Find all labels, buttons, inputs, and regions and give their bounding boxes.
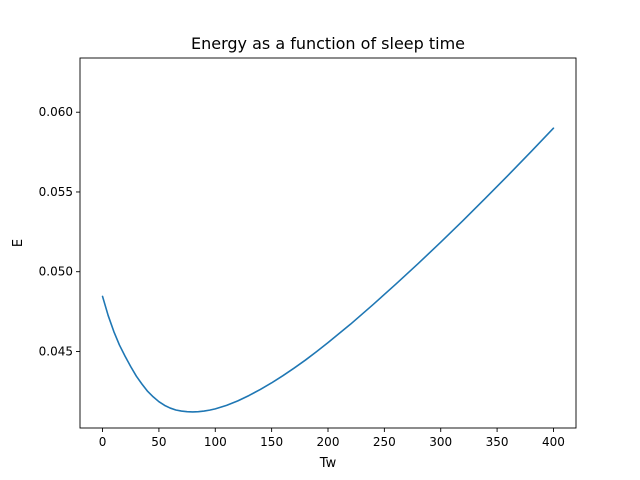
x-axis-ticks: 0 50 100 150 200 250 300 350 400: [99, 428, 565, 449]
y-tick-label: 0.050: [39, 265, 73, 279]
series-layer: [101, 127, 555, 413]
chart-title: Energy as a function of sleep time: [191, 34, 465, 53]
series-line-0: [101, 127, 555, 413]
y-tick-label: 0.045: [39, 344, 73, 358]
x-tick-label: 300: [429, 435, 452, 449]
x-tick-label: 50: [151, 435, 166, 449]
y-tick-label: 0.055: [39, 185, 73, 199]
y-axis-ticks: 0.045 0.050 0.055 0.060: [39, 105, 80, 358]
x-tick-label: 350: [486, 435, 509, 449]
x-tick-label: 250: [373, 435, 396, 449]
x-tick-label: 150: [260, 435, 283, 449]
x-axis-label: Tw: [319, 456, 337, 471]
x-tick-label: 100: [204, 435, 227, 449]
x-tick-label: 0: [99, 435, 107, 449]
x-tick-label: 400: [542, 435, 565, 449]
y-axis-label: E: [11, 239, 26, 247]
x-tick-label: 200: [317, 435, 340, 449]
y-tick-label: 0.060: [39, 105, 73, 119]
plot-frame: [79, 57, 577, 429]
